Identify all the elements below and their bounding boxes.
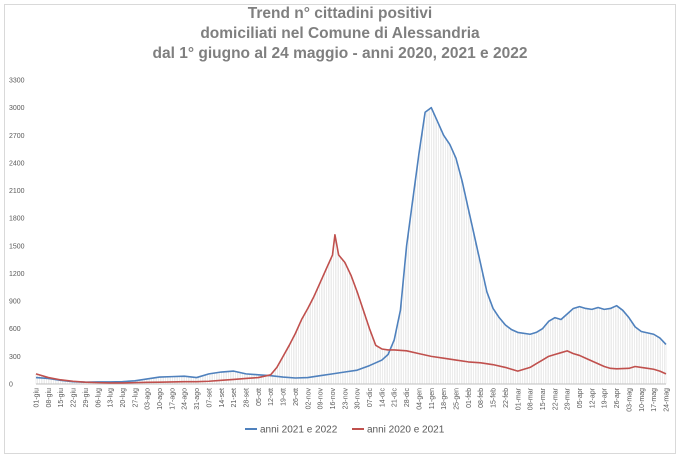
x-tick-label: 17-ago: [169, 388, 176, 410]
x-tick-label: 15-mar: [540, 387, 547, 410]
x-tick-label: 12-ott: [268, 388, 275, 406]
x-tick-label: 22-mar: [552, 387, 559, 410]
x-tick-label: 01-giu: [34, 388, 41, 408]
x-tick-label: 09-nov: [318, 388, 325, 410]
y-tick-label: 3000: [9, 105, 25, 112]
x-tick-label: 07-dic: [367, 388, 374, 408]
x-tick-label: 23-nov: [342, 388, 349, 410]
y-tick-label: 2100: [9, 188, 25, 195]
chart-title-line-3: dal 1° giugno al 24 maggio - anni 2020, …: [152, 45, 528, 62]
x-tick-label: 28-dic: [404, 388, 411, 408]
x-tick-label: 02-nov: [305, 388, 312, 410]
legend-label: anni 2021 e 2022: [260, 425, 338, 436]
x-tick-label: 08-giu: [46, 388, 53, 408]
x-tick-label: 24-ago: [182, 388, 189, 410]
x-tick-label: 01-mar: [515, 387, 522, 410]
y-tick-label: 900: [9, 299, 21, 306]
y-tick-label: 1200: [9, 271, 25, 278]
x-tick-label: 08-mar: [528, 387, 535, 410]
x-tick-label: 03-mag: [626, 388, 633, 412]
legend: anni 2021 e 2022 anni 2020 e 2021: [245, 425, 445, 436]
x-tick-label: 18-gen: [441, 388, 448, 410]
x-tick-label: 12-apr: [589, 387, 596, 408]
x-tick-label: 19-apr: [602, 387, 609, 408]
x-tick-label: 15-feb: [491, 388, 498, 408]
x-tick-label: 03-ago: [145, 388, 152, 410]
x-tick-label: 26-ott: [293, 388, 300, 406]
series-line-1: [35, 106, 667, 383]
x-tick-labels: 01-giu 08-giu 15-giu 22-giu 29-giu 06-lug 13-l…: [34, 387, 671, 411]
x-tick-label: 14-dic: [379, 388, 386, 408]
x-tick-label: 06-lug: [95, 388, 102, 408]
x-tick-label: 10-ago: [157, 388, 164, 410]
x-tick-label: 11-gen: [429, 388, 436, 409]
x-tick-label: 22-feb: [503, 388, 510, 408]
x-tick-label: 25-gen: [454, 388, 461, 410]
x-tick-label: 29-mar: [565, 387, 572, 410]
y-tick-labels: 0 300 600 900 1200 1500 1800 2100 2400 2700 3000 33…: [9, 78, 25, 389]
x-tick-label: 10-mag: [639, 388, 646, 412]
x-tick-label: 19-ott: [281, 388, 288, 406]
x-tick-label: 31-ago: [194, 388, 201, 410]
x-tick-label: 07-set: [206, 388, 213, 408]
x-tick-label: 21-dic: [392, 388, 399, 408]
x-tick-label: 15-giu: [58, 388, 65, 408]
chart-title-line-2: domiciliati nel Comune di Alessandria: [200, 25, 480, 42]
y-tick-label: 0: [9, 382, 13, 389]
x-tick-label: 24-mag: [664, 388, 671, 412]
y-tick-label: 2700: [9, 133, 25, 140]
chart-title: Trend n° cittadini positivi domiciliati …: [0, 4, 680, 64]
x-tick-label: 05-apr: [577, 387, 584, 408]
x-tick-label: 05-ott: [256, 388, 263, 406]
x-tick-label: 01-feb: [466, 388, 473, 408]
y-tick-label: 1500: [9, 243, 25, 250]
x-tick-label: 27-lug: [132, 388, 139, 408]
series-line-2: [35, 233, 667, 384]
x-tick-label: 20-lug: [120, 388, 127, 408]
x-tick-label: 13-lug: [108, 388, 115, 408]
x-tick-label: 04-gen: [416, 388, 423, 410]
y-tick-label: 3300: [9, 78, 25, 85]
x-tick-label: 21-set: [231, 388, 238, 408]
x-tick-label: 26-apr: [614, 387, 621, 408]
chart-title-line-1: Trend n° cittadini positivi: [247, 5, 433, 22]
hatch-area: [35, 108, 667, 384]
x-tick-label: 28-set: [244, 388, 251, 408]
series-lines: [35, 106, 667, 384]
y-tick-label: 600: [9, 326, 21, 333]
x-tick-label: 17-mag: [651, 388, 658, 412]
legend-label: anni 2020 e 2021: [367, 425, 445, 436]
x-tick-label: 08-feb: [478, 388, 485, 408]
y-tick-label: 300: [9, 354, 21, 361]
x-tick-label: 16-nov: [330, 388, 337, 410]
y-tick-label: 2400: [9, 160, 25, 167]
x-tick-label: 30-nov: [355, 388, 362, 410]
x-tick-label: 14-set: [219, 388, 226, 408]
chart-frame: [4, 4, 676, 454]
x-tick-label: 22-giu: [71, 388, 78, 408]
y-tick-label: 1800: [9, 216, 25, 223]
x-tick-label: 29-giu: [83, 388, 90, 408]
